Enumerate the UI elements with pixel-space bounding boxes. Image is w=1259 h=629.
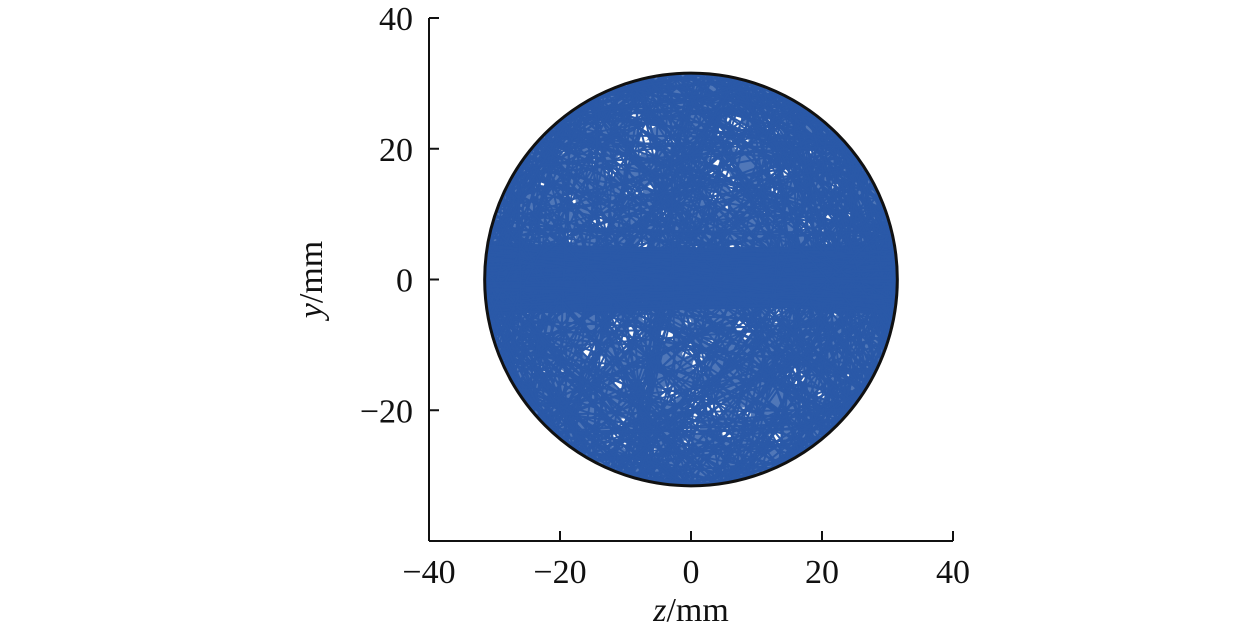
trajectory-chord [490,228,893,235]
trajectory-chord [573,94,602,451]
y-axis-var: y [293,302,330,321]
trajectory-chord [552,428,834,434]
y-ticks: −20 0 20 40 [360,1,439,430]
trajectory-chord [682,72,889,221]
x-tick-label: −40 [402,554,455,591]
x-axis-var: z [652,592,666,629]
trajectory-chord [543,133,841,139]
x-tick-label: −20 [533,554,586,591]
y-tick-label: 20 [379,132,413,169]
trajectory-chord [484,73,671,269]
y-tick-label: 0 [396,263,413,300]
trajectory-chord [484,287,895,315]
trajectory-chord [884,269,899,350]
y-axis-label: y/mm [293,241,330,321]
trajectory-chord [556,112,572,437]
trajectory-chord [487,106,805,242]
trajectory-chord [486,287,898,308]
trajectory-chord [628,81,872,381]
y-tick-label: 40 [379,1,413,38]
trajectory-chord [617,223,891,474]
trajectory-chord [539,138,623,474]
trajectory-chord [496,348,798,458]
trajectory-chord [506,185,778,468]
trajectory-chord [804,164,864,452]
trajectory-chord [484,288,897,299]
trajectory-chord [496,103,801,350]
trajectory-chord [484,280,898,287]
x-axis-label: z/mm [652,592,729,629]
trajectory-chord [535,408,852,416]
trajectory-chord [784,158,860,464]
trajectory-chord [505,370,688,487]
x-ticks: −40 −20 0 20 40 [402,531,970,591]
trajectory-chord [484,109,575,262]
trajectory-chord [485,258,897,302]
trajectory-chord [646,77,888,346]
trajectory-chord [843,140,893,231]
trajectory-chord [484,249,896,275]
x-tick-label: 0 [683,554,700,591]
trajectory-chord [486,117,564,246]
trajectory-chord [746,103,800,479]
trajectory-chord [484,291,594,462]
trajectory-chord [832,370,877,430]
trajectory-chord [636,94,784,480]
trajectory-chord [619,84,847,145]
trajectory-chord [487,244,897,299]
y-tick-label: −20 [360,393,413,430]
trajectory-chord [487,300,897,315]
trajectory-chord [483,270,552,431]
trajectory-chord [549,75,658,131]
trajectory-chord [493,164,863,220]
trajectory-chord [494,342,830,434]
trajectory-series [483,72,899,487]
trajectory-chord [494,84,624,345]
y-axis-unit: /mm [293,241,330,303]
trajectory-chord [637,79,879,369]
x-tick-label: 20 [805,554,839,591]
trajectory-chord [516,167,525,400]
trajectory-chord [492,98,792,338]
x-axis-unit: /mm [666,592,728,629]
trajectory-chord [680,243,896,487]
boundary-circle [483,71,899,488]
trajectory-chord [498,355,561,440]
trajectory-chord [527,78,739,407]
trajectory-chord [545,424,770,472]
trajectory-chord [720,386,868,485]
trajectory-chord [487,244,898,285]
trajectory-chord [645,77,825,124]
trajectory-chord [633,255,897,479]
trajectory-chord [494,212,704,487]
trajectory-chord [518,144,849,168]
trajectory-chord [484,297,551,430]
x-tick-label: 40 [936,554,970,591]
trajectory-chord [634,77,737,83]
trajectory-chord [500,118,563,361]
trajectory-chord [489,72,697,234]
